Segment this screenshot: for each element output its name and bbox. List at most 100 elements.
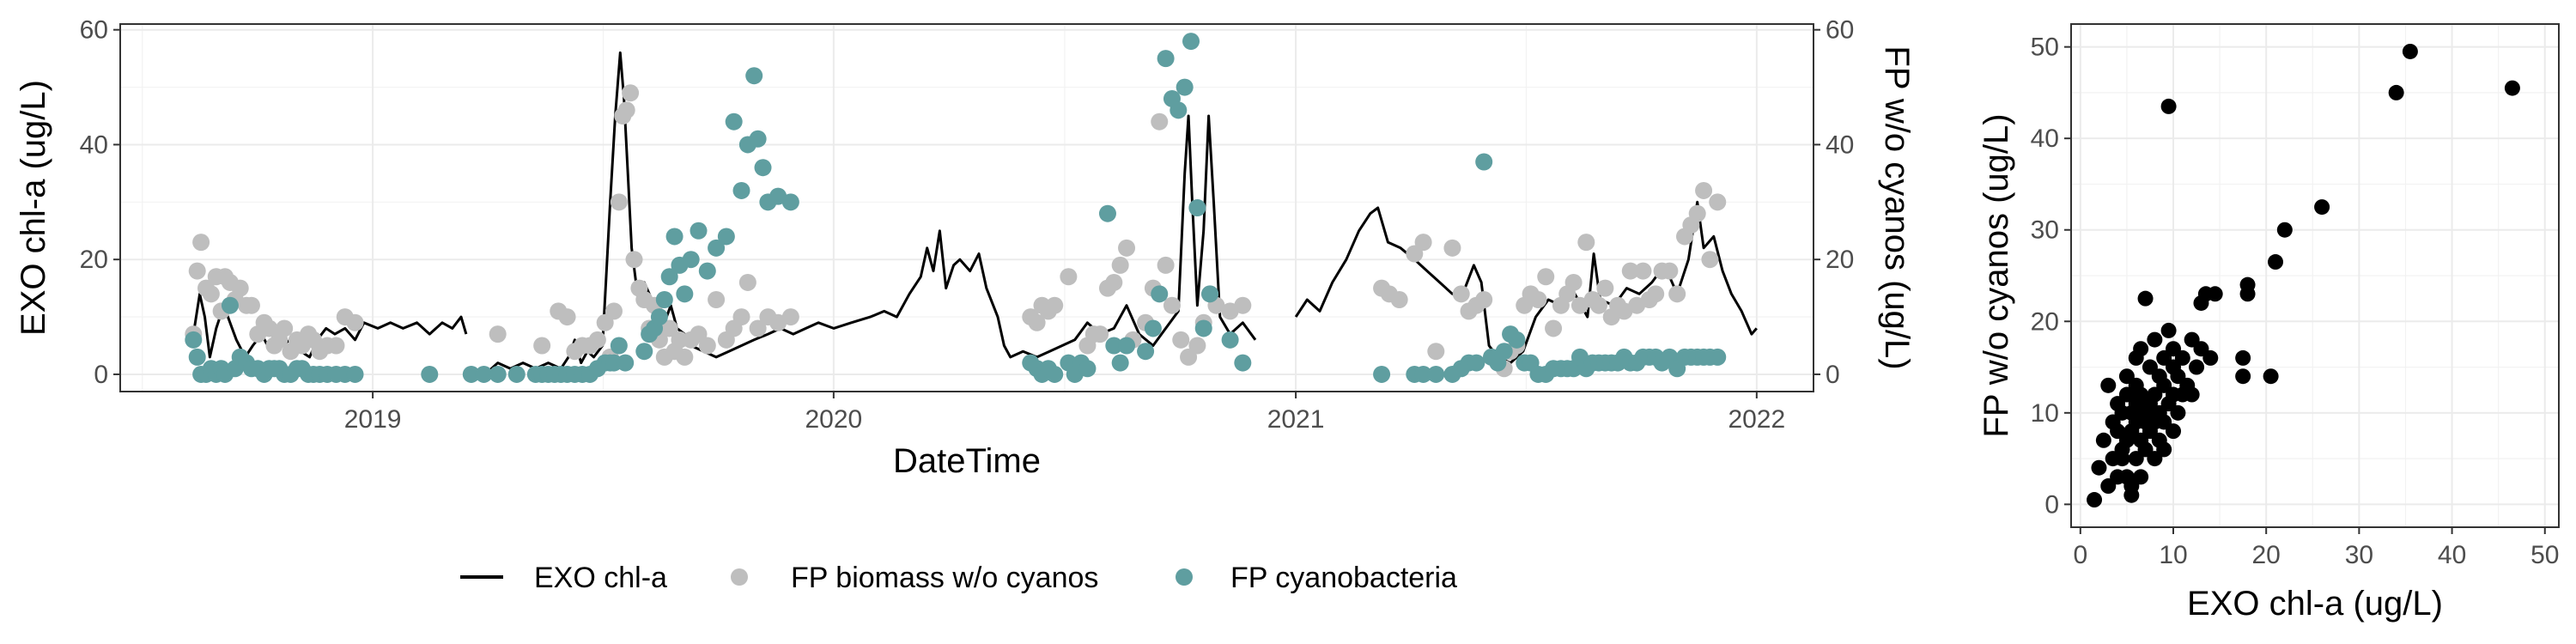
fp-cyanobacteria-point: [781, 193, 799, 211]
fp-cyanobacteria-point: [698, 262, 716, 280]
fp-biomass-point: [1151, 112, 1169, 131]
time-series-plot-background: [120, 24, 1814, 392]
fp-biomass-point: [533, 337, 551, 355]
fp-cyanobacteria-point: [1118, 337, 1136, 355]
legend-label-fp-biomass: FP biomass w/o cyanos: [791, 562, 1098, 594]
fp-cyanobacteria-point: [725, 112, 743, 131]
fp-cyanobacteria-point: [1137, 343, 1155, 361]
legend-item-fp-biomass: FP biomass w/o cyanos: [731, 562, 1098, 594]
time-series-x-axis-title: DateTime: [893, 442, 1041, 480]
fp-biomass-point: [346, 313, 364, 331]
fp-cyanobacteria-point: [507, 365, 526, 383]
fp-biomass-point: [1427, 343, 1445, 361]
fp-biomass-point: [1709, 193, 1727, 211]
fp-biomass-point: [1390, 291, 1408, 308]
scatter-point: [2263, 368, 2279, 385]
fp-cyanobacteria-point: [745, 67, 763, 85]
scatter-point: [2160, 322, 2177, 338]
fp-cyanobacteria-point: [489, 365, 507, 383]
fp-cyanobacteria-point: [221, 296, 239, 314]
fp-cyanobacteria-point: [682, 251, 700, 269]
fp-biomass-point: [1668, 285, 1686, 303]
fp-cyanobacteria-point: [475, 365, 493, 383]
y-tick-label: 40: [2031, 125, 2059, 153]
time-series-panel: 2019 2020 2021 2022 0 20 40 60 0 20 40 60 DateTim…: [15, 16, 1916, 480]
scatter-y-axis-title: FP w/o cyanos (ug/L): [1978, 113, 2015, 437]
scatter-point: [2170, 404, 2186, 421]
x-tick-label: 2022: [1728, 405, 1785, 434]
fp-biomass-point: [1529, 291, 1547, 308]
fp-cyanobacteria-point: [1046, 365, 1064, 383]
fp-biomass-point: [1545, 319, 1563, 337]
fp-cyanobacteria-point: [185, 331, 203, 349]
scatter-point: [2235, 349, 2251, 366]
right-y-tick-label: 0: [1826, 361, 1840, 389]
time-series-left-y-axis-title: EXO chl-a (ug/L): [15, 80, 52, 336]
fp-biomass-point: [1091, 325, 1109, 343]
fp-biomass-point: [1188, 337, 1206, 355]
fp-biomass-point: [1701, 251, 1719, 269]
scatter-point: [2137, 290, 2154, 307]
x-tick-label: 20: [2252, 541, 2281, 569]
fp-cyanobacteria-points-layer: [185, 33, 1727, 383]
fp-biomass-point: [1060, 268, 1078, 286]
fp-biomass-point: [242, 296, 260, 314]
scatter-point: [2174, 349, 2190, 366]
time-series-panel-border: [119, 23, 1814, 392]
fp-cyanobacteria-point: [1078, 360, 1097, 378]
fp-biomass-point: [1172, 331, 1190, 349]
fp-cyanobacteria-point: [1414, 365, 1432, 383]
scatter-point: [2504, 80, 2520, 96]
fp-biomass-points-layer: [185, 84, 1727, 378]
fp-biomass-point: [202, 285, 220, 303]
fp-cyanobacteria-point: [660, 268, 678, 286]
fp-cyanobacteria-point: [708, 239, 726, 257]
fp-biomass-point: [1661, 262, 1679, 280]
y-tick-label: 60: [80, 16, 108, 45]
fp-biomass-point: [660, 319, 678, 337]
fp-cyanobacteria-point: [610, 337, 628, 355]
fp-cyanobacteria-point: [1176, 78, 1194, 96]
fp-biomass-point: [1564, 273, 1583, 291]
fp-biomass-point: [588, 331, 606, 349]
fp-biomass-point: [732, 308, 750, 326]
fp-cyanobacteria-point: [1475, 153, 1493, 171]
fp-cyanobacteria-point: [1194, 319, 1212, 337]
fp-biomass-point: [698, 337, 716, 355]
fp-biomass-point: [1647, 285, 1665, 303]
legend-label-fp-cyanobacteria: FP cyanobacteria: [1230, 562, 1457, 594]
scatter-point: [2276, 222, 2293, 238]
fp-biomass-point: [1596, 279, 1614, 297]
fp-biomass-point: [327, 337, 345, 355]
fp-biomass-point: [1118, 239, 1136, 257]
x-tick-label: 10: [2159, 541, 2187, 569]
fp-biomass-point: [1443, 239, 1461, 257]
fp-biomass-point: [1634, 262, 1652, 280]
fp-cyanobacteria-point: [1201, 285, 1219, 303]
fp-biomass-point: [1157, 256, 1175, 274]
scatter-point: [2314, 199, 2330, 216]
fp-cyanobacteria-point: [635, 343, 653, 361]
scatter-point: [2166, 423, 2182, 440]
fp-biomass-point: [749, 319, 767, 337]
fp-cyanobacteria-point: [1111, 354, 1129, 372]
fp-biomass-point: [1111, 256, 1129, 274]
right-y-tick-label: 20: [1826, 246, 1854, 274]
fp-cyanobacteria-point: [1157, 50, 1175, 68]
fp-cyanobacteria-point: [1373, 365, 1391, 383]
fp-cyanobacteria-point: [1234, 354, 1252, 372]
fp-biomass-point: [781, 308, 799, 326]
fp-cyanobacteria-point: [717, 228, 735, 246]
fp-cyanobacteria-point: [1105, 337, 1123, 355]
fp-biomass-point: [260, 319, 278, 337]
fp-biomass-point: [1234, 296, 1252, 314]
exo-chla-line: [1294, 200, 1758, 365]
fp-cyanobacteria-point: [1188, 199, 1206, 216]
fp-biomass-point: [625, 251, 643, 269]
y-tick-label: 40: [80, 131, 108, 159]
fp-cyanobacteria-point: [676, 285, 694, 303]
scatter-point: [2100, 377, 2117, 393]
fp-biomass-point: [610, 193, 628, 211]
right-y-tick-label: 60: [1826, 16, 1854, 45]
scatter-x-ticks: 0 10 20 30 40 50: [2073, 527, 2559, 569]
